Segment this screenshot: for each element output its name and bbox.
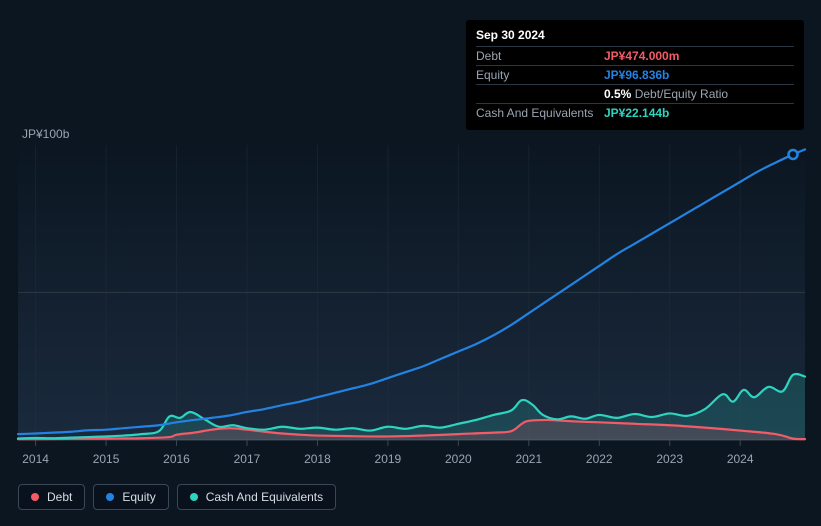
x-tick-label: 2014 <box>22 452 49 466</box>
x-tick-label: 2020 <box>445 452 472 466</box>
legend-label: Cash And Equivalents <box>206 490 323 504</box>
legend-label: Equity <box>122 490 155 504</box>
debt-color-dot <box>31 493 39 501</box>
legend-label: Debt <box>47 490 72 504</box>
x-tick-label: 2018 <box>304 452 331 466</box>
cash-color-dot <box>190 493 198 501</box>
legend-item-equity[interactable]: Equity <box>93 484 168 510</box>
equity-color-dot <box>106 493 114 501</box>
x-tick-label: 2021 <box>515 452 542 466</box>
x-tick-label: 2017 <box>234 452 261 466</box>
legend-item-debt[interactable]: Debt <box>18 484 85 510</box>
chart-legend: Debt Equity Cash And Equivalents <box>18 484 336 510</box>
financial-history-chart: Sep 30 2024 Debt JP¥474.000m Equity JP¥9… <box>0 0 821 526</box>
x-tick-label: 2015 <box>93 452 120 466</box>
chart-svg[interactable] <box>0 0 821 526</box>
x-tick-label: 2024 <box>727 452 754 466</box>
x-tick-label: 2016 <box>163 452 190 466</box>
x-tick-label: 2022 <box>586 452 613 466</box>
x-tick-label: 2023 <box>656 452 683 466</box>
x-tick-label: 2019 <box>375 452 402 466</box>
legend-item-cash[interactable]: Cash And Equivalents <box>177 484 336 510</box>
